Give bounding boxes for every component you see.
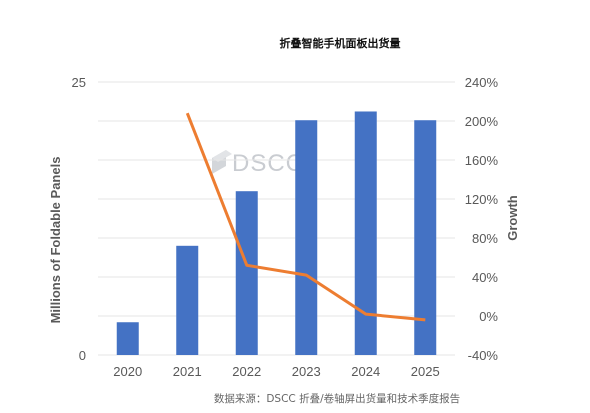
dscc-logo-icon [212,150,232,174]
y2-tick-label: -40% [468,348,499,363]
x-tick-label: 2025 [411,364,440,379]
growth-line-series [185,112,426,322]
dscc-watermark: DSCC [212,150,304,177]
left-axis-ticks: 0 25 [72,75,86,363]
y2-tick-label: 120% [465,192,499,207]
x-axis-ticks: 2020 2021 2022 2023 2024 2025 [113,364,439,379]
growth-line [185,112,426,322]
x-tick-label: 2021 [173,364,202,379]
bar-2025 [414,120,437,355]
bar-2022 [235,191,258,355]
y2-tick-label: 240% [465,75,499,90]
bar-2024 [354,111,377,355]
gridlines [98,81,455,356]
y2-tick-label: 40% [472,270,498,285]
x-tick-label: 2024 [351,364,380,379]
source-note: 数据来源：DSCC 折叠/卷轴屏出货量和技术季度报告 [214,392,460,405]
x-tick-label: 2020 [113,364,142,379]
bar-2021 [176,245,199,355]
logo-facet [212,150,232,162]
x-tick-label: 2023 [292,364,321,379]
watermark-text: DSCC [232,150,304,177]
bar-2020 [116,322,139,355]
bar-series [116,111,437,355]
y2-tick-label: 0% [479,309,498,324]
y-tick-label: 0 [79,348,86,363]
y-tick-label: 25 [72,75,86,90]
x-tick-label: 2022 [232,364,261,379]
chart-title: 折叠智能手机面板出货量 [280,36,401,50]
y2-tick-label: 200% [465,114,499,129]
right-axis-ticks: -40% 0% 40% 80% 120% 160% 200% 240% [465,75,499,363]
y2-tick-label: 160% [465,153,499,168]
bar-2023 [295,120,318,355]
y2-tick-label: 80% [472,231,498,246]
y-axis-title: Millions of Foldable Panels [48,157,63,324]
y2-axis-title: Growth [505,195,520,241]
